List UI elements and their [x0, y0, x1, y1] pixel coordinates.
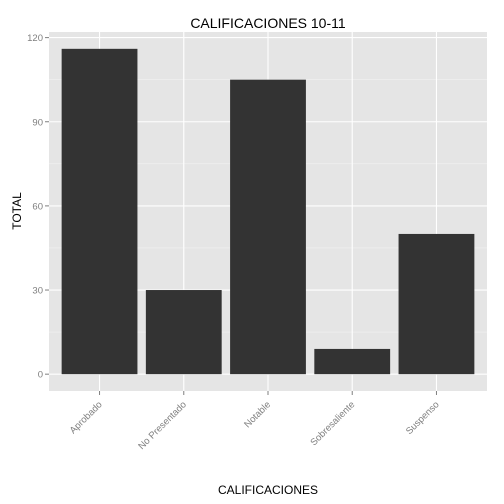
y-tick-label: 90: [32, 117, 43, 128]
x-tick-label: Suspenso: [404, 399, 442, 437]
y-tick-label: 30: [32, 286, 43, 297]
bar-no-presentado: [145, 290, 222, 375]
y-tick-label: 120: [27, 33, 43, 44]
bar-notable: [230, 79, 306, 375]
x-tick-label: Sobresaliente: [308, 399, 357, 448]
x-axis-label: CALIFICACIONES: [218, 483, 318, 497]
bar-suspenso: [398, 233, 475, 375]
y-axis-ticks: 0 30 60 90 120: [27, 33, 49, 381]
chart-title: CALIFICACIONES 10-11: [190, 15, 346, 31]
x-tick-label: Notable: [242, 399, 273, 430]
x-tick-label: Aprobado: [68, 399, 105, 436]
y-tick-label: 60: [32, 201, 43, 212]
x-tick-label: No Presentado: [136, 399, 189, 452]
bars: [61, 48, 475, 375]
x-axis-ticks: Aprobado No Presentado Notable Sobresalient…: [68, 391, 442, 452]
y-tick-label: 0: [38, 370, 43, 381]
bar-sobresaliente: [314, 348, 391, 375]
bar-aprobado: [61, 48, 138, 375]
y-axis-label: TOTAL: [10, 192, 24, 230]
